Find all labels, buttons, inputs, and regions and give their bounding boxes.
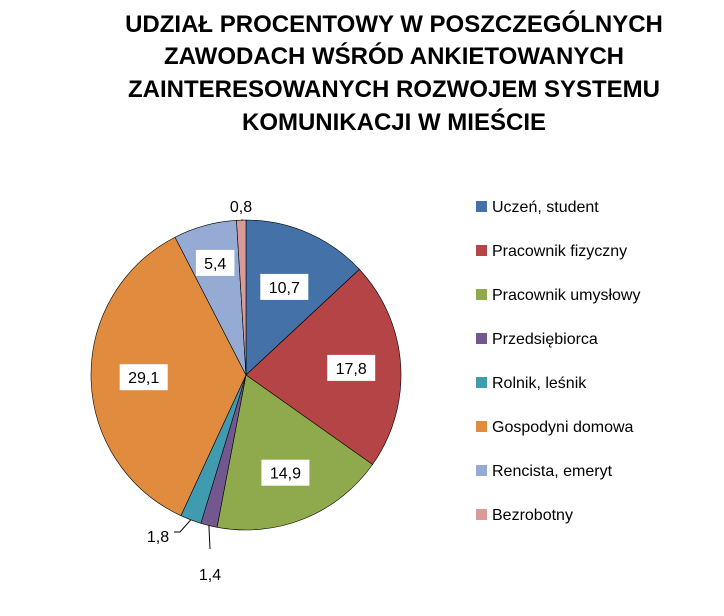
legend-item-uczen-student: Uczeń, student xyxy=(476,199,599,216)
data-label-box xyxy=(195,249,235,276)
data-label-box xyxy=(260,273,309,300)
data-label-rolnik-lesnik: 1,8 xyxy=(147,529,169,546)
legend-item-bezrobotny: Bezrobotny xyxy=(476,507,573,524)
legend-item-pracownik-fizyczny: Pracownik fizyczny xyxy=(476,243,627,260)
pie-slice-gospodyni-domowa xyxy=(90,236,247,517)
data-label-uczen-student: 10,7 xyxy=(269,280,300,297)
chart-title-line: KOMUNIKACJI W MIEŚCIE xyxy=(242,108,546,136)
chart-title-line: UDZIAŁ PROCENTOWY W POSZCZEGÓLNYCH xyxy=(125,10,663,38)
data-label-box xyxy=(327,354,376,381)
pie-slices xyxy=(90,219,402,531)
legend-swatch xyxy=(476,245,487,256)
legend-swatch xyxy=(476,465,487,476)
data-label-przedsiebiorca: 1,4 xyxy=(199,567,221,584)
data-label-bezrobotny: 0,8 xyxy=(230,199,252,216)
legend-swatch xyxy=(476,509,487,520)
legend-item-rencista-emeryt: Rencista, emeryt xyxy=(476,463,613,480)
data-label-gospodyni-domowa: 29,1 xyxy=(128,370,159,387)
legend-label: Przedsiębiorca xyxy=(492,331,598,348)
legend-swatch xyxy=(476,333,487,344)
legend-label: Rencista, emeryt xyxy=(492,463,613,480)
data-label-box xyxy=(119,364,168,391)
chart-title-line: ZAINTERESOWANYCH ROZWOJEM SYSTEMU xyxy=(128,76,660,103)
leader-line-przedsiebiorca xyxy=(208,525,211,550)
data-labels: 10,7 17,8 14,9 1,4 1,8 29,1 5,4 0,8 xyxy=(119,199,376,584)
data-label-pracownik-fizyczny: 17,8 xyxy=(336,361,367,378)
legend-label: Bezrobotny xyxy=(492,507,573,524)
chart-title-line: ZAWODACH WŚRÓD ANKIETOWANYCH xyxy=(164,42,624,70)
leader-lines xyxy=(174,219,244,550)
leader-line-rolnik-lesnik xyxy=(174,519,192,533)
legend: Uczeń, student Pracownik fizyczny Pracowni… xyxy=(476,199,640,524)
data-label-rencista-emeryt: 5,4 xyxy=(204,256,226,273)
legend-swatch xyxy=(476,201,487,212)
pie-slice-pracownik-fizyczny xyxy=(245,268,402,465)
legend-label: Rolnik, leśnik xyxy=(492,375,587,392)
legend-swatch xyxy=(476,377,487,388)
legend-swatch xyxy=(476,421,487,432)
legend-item-rolnik-lesnik: Rolnik, leśnik xyxy=(476,375,587,392)
legend-label: Uczeń, student xyxy=(492,199,599,216)
pie-slice-pracownik-umyslowy xyxy=(216,374,373,531)
data-label-box xyxy=(261,459,310,486)
chart-title: UDZIAŁ PROCENTOWY W POSZCZEGÓLNYCH ZAWODA… xyxy=(125,10,663,136)
legend-label: Pracownik umysłowy xyxy=(492,287,640,304)
legend-swatch xyxy=(476,289,487,300)
legend-label: Pracownik fizyczny xyxy=(492,243,627,260)
legend-item-przedsiebiorca: Przedsiębiorca xyxy=(476,331,598,348)
data-label-pracownik-umyslowy: 14,9 xyxy=(270,466,301,483)
legend-item-gospodyni-domowa: Gospodyni domowa xyxy=(476,419,634,436)
legend-item-pracownik-umyslowy: Pracownik umysłowy xyxy=(476,287,640,304)
legend-label: Gospodyni domowa xyxy=(492,419,634,436)
